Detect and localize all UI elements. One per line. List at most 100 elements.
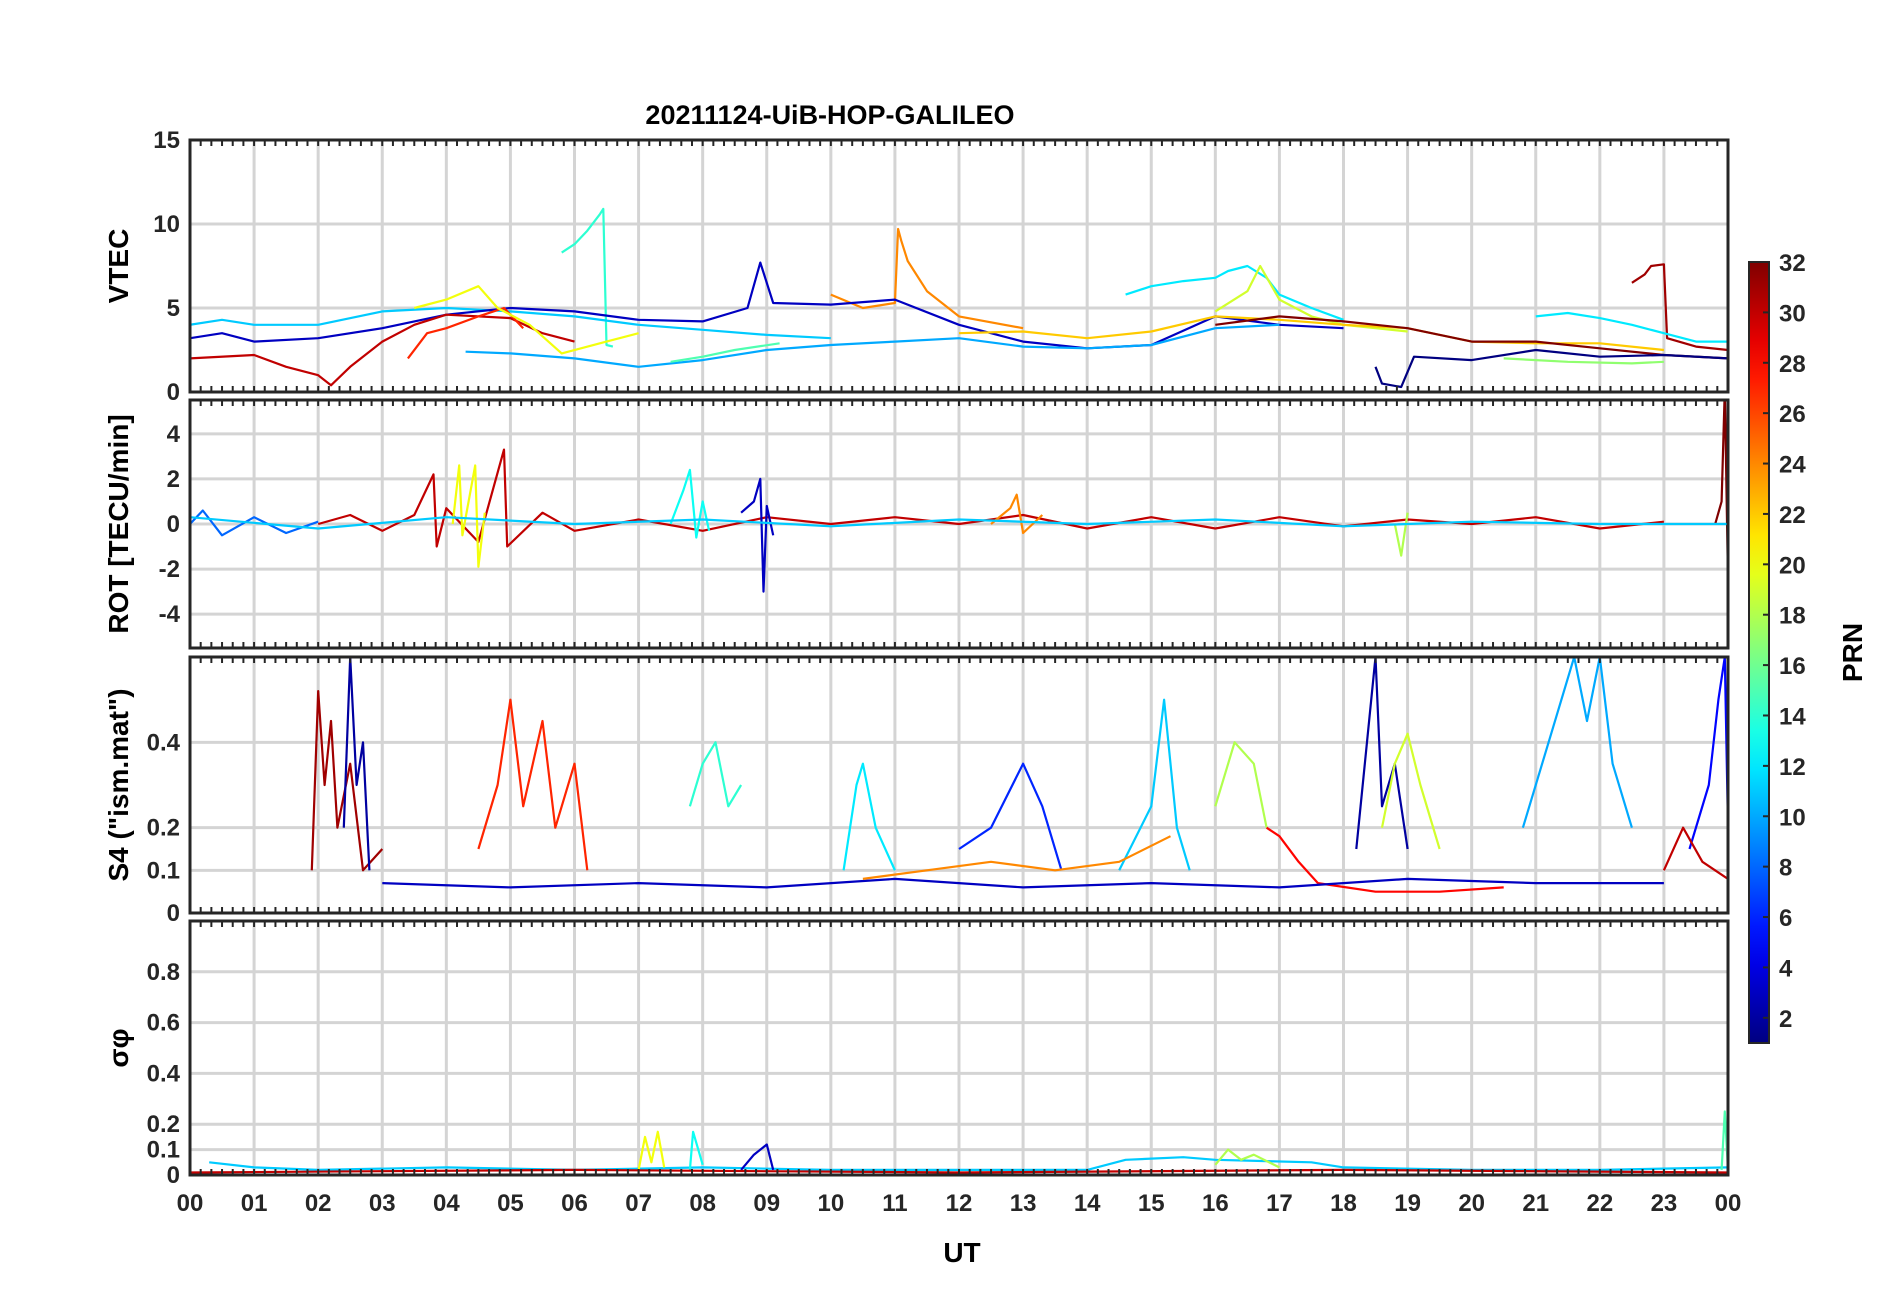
- series-line-prn-13: [669, 468, 711, 539]
- x-tick-label: 20: [1458, 1190, 1485, 1217]
- x-tick-label: 21: [1522, 1190, 1549, 1217]
- y-tick-label: 15: [153, 127, 180, 154]
- series-line-prn-11: [209, 1156, 1728, 1171]
- colorbar-tick-label: 14: [1779, 703, 1806, 730]
- colorbar-tick-label: 18: [1779, 603, 1806, 630]
- colorbar-tick-label: 4: [1779, 955, 1793, 982]
- x-tick-label: 06: [561, 1190, 588, 1217]
- series-line-prn-11: [190, 306, 831, 340]
- series-line-prn-10: [1521, 657, 1633, 829]
- series-line-prn-12: [842, 762, 896, 871]
- x-tick-label: 07: [625, 1190, 652, 1217]
- x-tick-label: 22: [1586, 1190, 1613, 1217]
- series-line-prn-18: [1214, 1148, 1280, 1169]
- x-tick-label: 02: [305, 1190, 332, 1217]
- x-tick-label: 11: [882, 1190, 907, 1217]
- y-tick-label: 0.2: [147, 1111, 180, 1138]
- series-line-prn-32: [1714, 400, 1728, 581]
- x-axis-label: UT: [943, 1237, 980, 1268]
- series-line-prn-24: [990, 493, 1044, 535]
- series-line-prn-2: [342, 657, 371, 871]
- colorbar-tick-label: 12: [1779, 754, 1806, 781]
- series-line-prn-10: [465, 323, 1280, 368]
- x-tick-label: 16: [1202, 1190, 1229, 1217]
- colorbar-tick-label: 22: [1779, 502, 1806, 529]
- series-line-prn-1: [1374, 348, 1728, 389]
- series-group: [190, 400, 1728, 593]
- y-tick-label: 0.1: [147, 857, 180, 884]
- x-tick-label: 05: [497, 1190, 524, 1217]
- series-line-prn-18: [1214, 741, 1268, 828]
- series-line-prn-3: [740, 1143, 775, 1171]
- x-tick-label: 13: [1010, 1190, 1037, 1217]
- series-line-prn-32: [1215, 315, 1728, 360]
- series-line-prn-20: [451, 464, 486, 568]
- colorbar-tick-label: 30: [1779, 300, 1806, 327]
- series-line-prn-24: [830, 227, 1024, 330]
- series-line-prn-11: [1118, 698, 1191, 871]
- series-line-prn-12: [1125, 264, 1344, 321]
- x-tick-label: 08: [689, 1190, 716, 1217]
- x-tick-label: 04: [433, 1190, 460, 1217]
- y-tick-label: 4: [167, 421, 181, 448]
- x-tick-label: 00: [1715, 1190, 1742, 1217]
- series-line-prn-31: [1631, 263, 1728, 352]
- y-tick-label: 0: [167, 379, 180, 406]
- x-tick-label: 23: [1651, 1190, 1678, 1217]
- y-tick-label: 0.2: [147, 815, 180, 842]
- y-tick-label: 0.1: [147, 1137, 180, 1164]
- x-tick-label: 01: [241, 1190, 268, 1217]
- colorbar-tick-label: 28: [1779, 351, 1806, 378]
- series-line-prn-3: [740, 477, 775, 593]
- series-line-prn-20: [637, 1130, 666, 1171]
- y-axis-label: σφ: [103, 1028, 134, 1067]
- x-tick-label: 19: [1394, 1190, 1421, 1217]
- series-line-prn-11: [190, 516, 1728, 530]
- y-axis-label: S4 ("ism.mat"): [103, 688, 134, 881]
- series-line-prn-14: [688, 741, 743, 808]
- y-tick-label: 0.6: [147, 1010, 180, 1037]
- y-tick-label: 0.4: [147, 1060, 181, 1087]
- x-tick-label: 15: [1138, 1190, 1165, 1217]
- series-line-prn-6: [958, 762, 1063, 871]
- series-line-prn-12: [1535, 311, 1728, 343]
- panel-vtec: 0 5 10 15 VTEC: [103, 127, 1730, 406]
- y-tick-label: 0: [167, 511, 180, 538]
- y-axis-label: ROT [TECU/min]: [103, 414, 134, 633]
- chart-title: 20211124-UiB-HOP-GALILEO: [645, 100, 1014, 130]
- series-line-prn-2: [1355, 657, 1409, 850]
- series-line-prn-28: [1265, 826, 1504, 893]
- panel-rot: -4 -2 0 2 4 ROT [TECU/min]: [103, 398, 1730, 650]
- colorbar-tick-label: 16: [1779, 653, 1806, 680]
- x-tick-label: 18: [1330, 1190, 1357, 1217]
- y-tick-label: 2: [167, 466, 180, 493]
- series-line-prn-14: [561, 207, 614, 348]
- y-tick-label: 10: [153, 211, 180, 238]
- x-tick-label: 09: [753, 1190, 780, 1217]
- x-tick-label: 17: [1266, 1190, 1293, 1217]
- colorbar-tick-label: 24: [1779, 452, 1806, 479]
- colorbar-tick-label: 6: [1779, 905, 1792, 932]
- colorbar-tick-label: 8: [1779, 855, 1792, 882]
- y-axis-label: VTEC: [103, 229, 134, 304]
- series-group: [190, 207, 1728, 389]
- series-line-prn-19: [1380, 732, 1441, 850]
- colorbar-tick-label: 32: [1779, 250, 1806, 277]
- colorbar-tick-label: 10: [1779, 804, 1806, 831]
- x-tick-label: 12: [946, 1190, 973, 1217]
- colorbar-tick-label: 2: [1779, 1006, 1792, 1033]
- y-tick-label: 0: [167, 1162, 180, 1189]
- x-tick-label: 10: [817, 1190, 844, 1217]
- series-line-prn-30: [1662, 826, 1728, 880]
- series-line-prn-8: [190, 509, 319, 537]
- series-line-prn-5: [1688, 657, 1728, 850]
- panel-sigma_phi: 00.10.2 0.4 0.6 0.8 σφ: [103, 919, 1730, 1189]
- x-tick-label: 00: [177, 1190, 204, 1217]
- series-line-prn-27: [477, 698, 589, 871]
- colorbar-label: PRN: [1837, 623, 1868, 682]
- y-tick-label: -2: [159, 556, 180, 583]
- y-tick-label: -4: [159, 601, 181, 628]
- y-tick-label: 0.8: [147, 959, 180, 986]
- colorbar-scale: [1748, 261, 1770, 1044]
